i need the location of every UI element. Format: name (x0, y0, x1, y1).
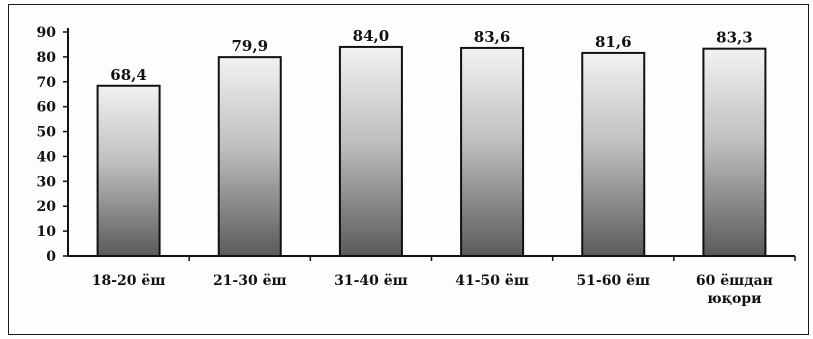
y-tick-label: 0 (46, 249, 56, 265)
y-tick-label: 90 (37, 25, 57, 41)
bar (96, 84, 161, 258)
data-label: 83,3 (716, 29, 753, 47)
labels: 68,4 18-20 ёш 79,9 21-30 ёш 84,0 31-40 ёш 83,6… (92, 27, 773, 307)
data-label: 81,6 (595, 33, 632, 51)
data-label: 68,4 (110, 66, 147, 84)
y-tick-label: 70 (37, 75, 57, 91)
y-tick-label: 80 (37, 50, 57, 66)
x-tick-label: 31-40 ёш (334, 273, 408, 289)
bar (581, 51, 646, 258)
data-label: 79,9 (231, 37, 268, 55)
axes: 0 10 20 30 40 50 60 70 80 90 (37, 25, 796, 265)
y-tick-label: 40 (37, 149, 57, 165)
x-tick-label: 60 ёшдан (696, 273, 773, 289)
x-tick-label: 51-60 ёш (576, 273, 650, 289)
x-tick-label: 18-20 ёш (92, 273, 166, 289)
y-tick-label: 20 (37, 199, 57, 215)
bar (217, 56, 282, 258)
data-label: 83,6 (474, 28, 511, 46)
y-tick-label: 10 (37, 224, 57, 240)
data-label: 84,0 (353, 27, 390, 45)
bar (338, 45, 403, 257)
x-tick-label: 21-30 ёш (213, 273, 287, 289)
y-tick-label: 60 (37, 100, 57, 116)
x-tick-label: юқори (707, 291, 761, 307)
bar (460, 46, 525, 257)
bar (702, 47, 767, 258)
y-tick-label: 30 (37, 174, 57, 190)
x-tick-label: 41-50 ёш (455, 273, 529, 289)
bars (96, 45, 767, 258)
y-tick-label: 50 (37, 125, 57, 141)
